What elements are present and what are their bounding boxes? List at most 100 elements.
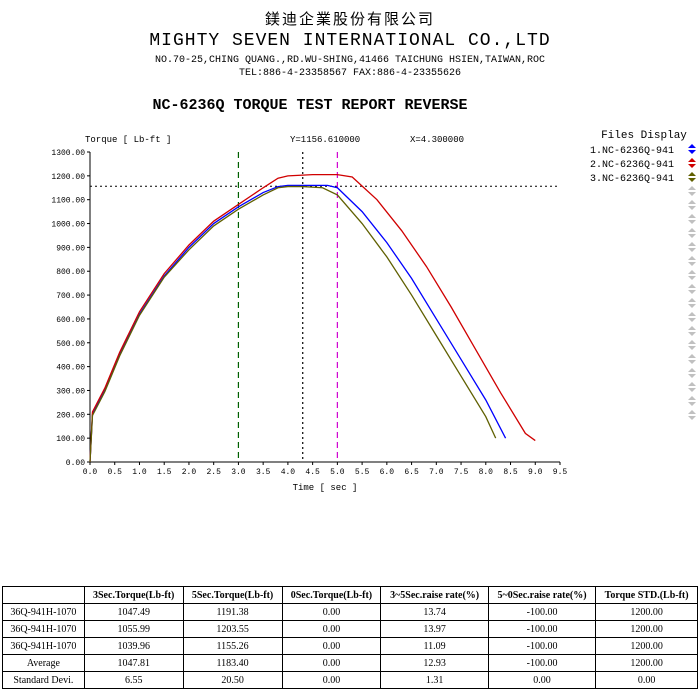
svg-text:6.0: 6.0 [380, 468, 395, 477]
row-label: 36Q-941H-1070 [3, 638, 85, 655]
table-cell: 1200.00 [596, 638, 698, 655]
table-cell: 1200.00 [596, 655, 698, 672]
svg-text:1.5: 1.5 [157, 468, 172, 477]
files-row[interactable]: 2.NC-6236Q-941 [590, 158, 698, 172]
files-title: Files Display [590, 130, 698, 142]
svg-text:1300.00: 1300.00 [51, 149, 85, 158]
svg-text:8.5: 8.5 [503, 468, 518, 477]
file-label: 1.NC-6236Q-941 [590, 146, 686, 157]
row-label: Average [3, 655, 85, 672]
files-row-empty [590, 340, 698, 354]
table-cell: 0.00 [282, 638, 381, 655]
table-row: 36Q-941H-10701047.491191.380.0013.74-100… [3, 604, 698, 621]
table-cell: -100.00 [488, 604, 595, 621]
chevron-up-down-icon[interactable] [686, 409, 698, 425]
company-name-chinese: 鎂迪企業股份有限公司 [0, 8, 700, 29]
svg-text:100.00: 100.00 [56, 435, 85, 444]
svg-text:Time [ sec ]: Time [ sec ] [293, 483, 358, 492]
svg-text:9.0: 9.0 [528, 468, 543, 477]
table-cell: 0.00 [282, 621, 381, 638]
table-header: 3~5Sec.raise rate(%) [381, 587, 488, 604]
table-cell: 0.00 [282, 604, 381, 621]
files-row[interactable]: 3.NC-6236Q-941 [590, 172, 698, 186]
files-row-empty [590, 298, 698, 312]
table-cell: 6.55 [84, 672, 183, 689]
files-row-empty [590, 354, 698, 368]
files-row-empty [590, 186, 698, 200]
files-row-empty [590, 200, 698, 214]
table-header: Torque STD.(Lb-ft) [596, 587, 698, 604]
table-header: 0Sec.Torque(Lb-ft) [282, 587, 381, 604]
table-cell: 1183.40 [183, 655, 282, 672]
table-cell: 1055.99 [84, 621, 183, 638]
files-row-empty [590, 382, 698, 396]
files-display-panel: Files Display 1.NC-6236Q-941 2.NC-6236Q-9… [590, 130, 698, 424]
files-row[interactable]: 1.NC-6236Q-941 [590, 144, 698, 158]
company-name-english: MIGHTY SEVEN INTERNATIONAL CO.,LTD [0, 31, 700, 51]
svg-text:5.0: 5.0 [330, 468, 345, 477]
svg-text:1000.00: 1000.00 [51, 221, 85, 230]
files-row-empty [590, 284, 698, 298]
table-cell: 1047.49 [84, 604, 183, 621]
svg-text:300.00: 300.00 [56, 387, 85, 396]
svg-text:9.5: 9.5 [553, 468, 568, 477]
files-row-empty [590, 326, 698, 340]
table-cell: 11.09 [381, 638, 488, 655]
files-row-empty [590, 368, 698, 382]
company-address: NO.70-25,CHING QUANG.,RD.WU-SHING,41466 … [0, 55, 700, 66]
table-cell: 12.93 [381, 655, 488, 672]
table-cell: 1200.00 [596, 621, 698, 638]
table-header: 5Sec.Torque(Lb-ft) [183, 587, 282, 604]
files-row-empty [590, 312, 698, 326]
file-label: 2.NC-6236Q-941 [590, 160, 686, 171]
files-row-empty [590, 396, 698, 410]
files-row-empty [590, 256, 698, 270]
svg-text:5.5: 5.5 [355, 468, 370, 477]
table-row: 36Q-941H-10701039.961155.260.0011.09-100… [3, 638, 698, 655]
table-cell: 0.00 [488, 672, 595, 689]
files-row-empty [590, 228, 698, 242]
svg-text:4.0: 4.0 [281, 468, 296, 477]
table-cell: 1155.26 [183, 638, 282, 655]
svg-text:4.5: 4.5 [305, 468, 320, 477]
svg-text:Y=1156.610000: Y=1156.610000 [290, 135, 360, 145]
table-cell: 1039.96 [84, 638, 183, 655]
svg-text:Torque [ Lb-ft ]: Torque [ Lb-ft ] [85, 135, 171, 145]
table-row: Average1047.811183.400.0012.93-100.00120… [3, 655, 698, 672]
svg-text:1100.00: 1100.00 [51, 197, 85, 206]
svg-text:0.0: 0.0 [83, 468, 98, 477]
svg-text:0.5: 0.5 [108, 468, 123, 477]
row-label: Standard Devi. [3, 672, 85, 689]
svg-text:2.5: 2.5 [206, 468, 221, 477]
table-cell: -100.00 [488, 655, 595, 672]
svg-text:900.00: 900.00 [56, 244, 85, 253]
chart-title: NC-6236Q TORQUE TEST REPORT REVERSE [0, 97, 700, 114]
svg-text:6.5: 6.5 [404, 468, 419, 477]
file-label: 3.NC-6236Q-941 [590, 174, 686, 185]
files-row-empty [590, 242, 698, 256]
data-table-wrap: 3Sec.Torque(Lb-ft)5Sec.Torque(Lb-ft)0Sec… [2, 586, 698, 689]
table-cell: 1200.00 [596, 604, 698, 621]
table-cell: 20.50 [183, 672, 282, 689]
svg-text:3.5: 3.5 [256, 468, 271, 477]
table-cell: 0.00 [282, 655, 381, 672]
svg-text:0.00: 0.00 [66, 459, 85, 468]
svg-text:1.0: 1.0 [132, 468, 147, 477]
table-cell: 1191.38 [183, 604, 282, 621]
files-row-empty [590, 410, 698, 424]
svg-text:200.00: 200.00 [56, 411, 85, 420]
table-cell: 0.00 [282, 672, 381, 689]
svg-text:7.5: 7.5 [454, 468, 469, 477]
files-row-empty [590, 214, 698, 228]
data-table: 3Sec.Torque(Lb-ft)5Sec.Torque(Lb-ft)0Sec… [2, 586, 698, 689]
svg-text:3.0: 3.0 [231, 468, 246, 477]
table-cell: 0.00 [596, 672, 698, 689]
table-header [3, 587, 85, 604]
svg-text:600.00: 600.00 [56, 316, 85, 325]
company-telfax: TEL:886-4-23358567 FAX:886-4-23355626 [0, 68, 700, 79]
svg-text:7.0: 7.0 [429, 468, 444, 477]
table-cell: 13.74 [381, 604, 488, 621]
table-cell: 1.31 [381, 672, 488, 689]
table-cell: 1203.55 [183, 621, 282, 638]
row-label: 36Q-941H-1070 [3, 604, 85, 621]
